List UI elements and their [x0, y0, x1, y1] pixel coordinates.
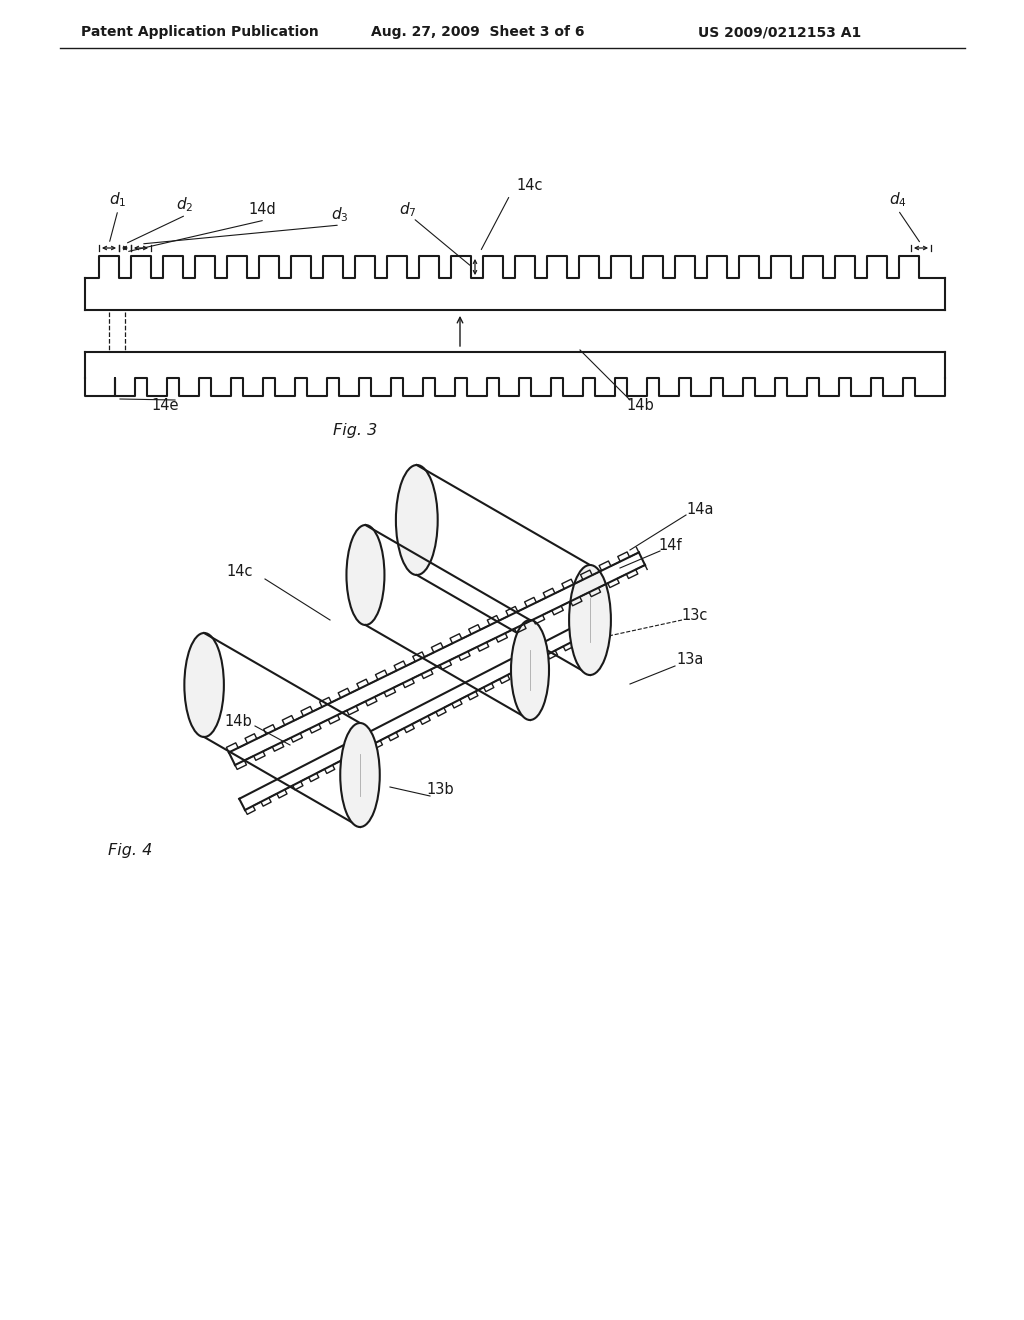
Ellipse shape [569, 565, 611, 675]
Text: 13c: 13c [682, 607, 709, 623]
Text: 13a: 13a [676, 652, 703, 668]
Text: $d_2$: $d_2$ [176, 195, 194, 214]
Text: Aug. 27, 2009  Sheet 3 of 6: Aug. 27, 2009 Sheet 3 of 6 [372, 25, 585, 40]
Text: $d_3$: $d_3$ [331, 206, 349, 224]
Text: 14c: 14c [517, 177, 544, 193]
Ellipse shape [346, 525, 384, 624]
Text: 14d: 14d [248, 202, 275, 218]
Text: 14e: 14e [152, 397, 179, 412]
Ellipse shape [340, 723, 380, 828]
Text: Fig. 3: Fig. 3 [333, 422, 377, 437]
Ellipse shape [511, 620, 549, 719]
Ellipse shape [396, 465, 437, 576]
Text: $d_7$: $d_7$ [399, 201, 417, 219]
Text: $d_1$: $d_1$ [110, 190, 127, 210]
Text: 14c: 14c [226, 565, 253, 579]
Text: Patent Application Publication: Patent Application Publication [81, 25, 318, 40]
Text: 13b: 13b [426, 783, 454, 797]
Text: US 2009/0212153 A1: US 2009/0212153 A1 [698, 25, 861, 40]
Ellipse shape [184, 634, 224, 737]
Text: Fig. 4: Fig. 4 [108, 842, 153, 858]
Text: 14b: 14b [224, 714, 252, 730]
Text: 14f: 14f [658, 537, 682, 553]
Text: $d_4$: $d_4$ [889, 190, 907, 210]
Text: 14a: 14a [686, 503, 714, 517]
Text: 14b: 14b [626, 397, 654, 412]
